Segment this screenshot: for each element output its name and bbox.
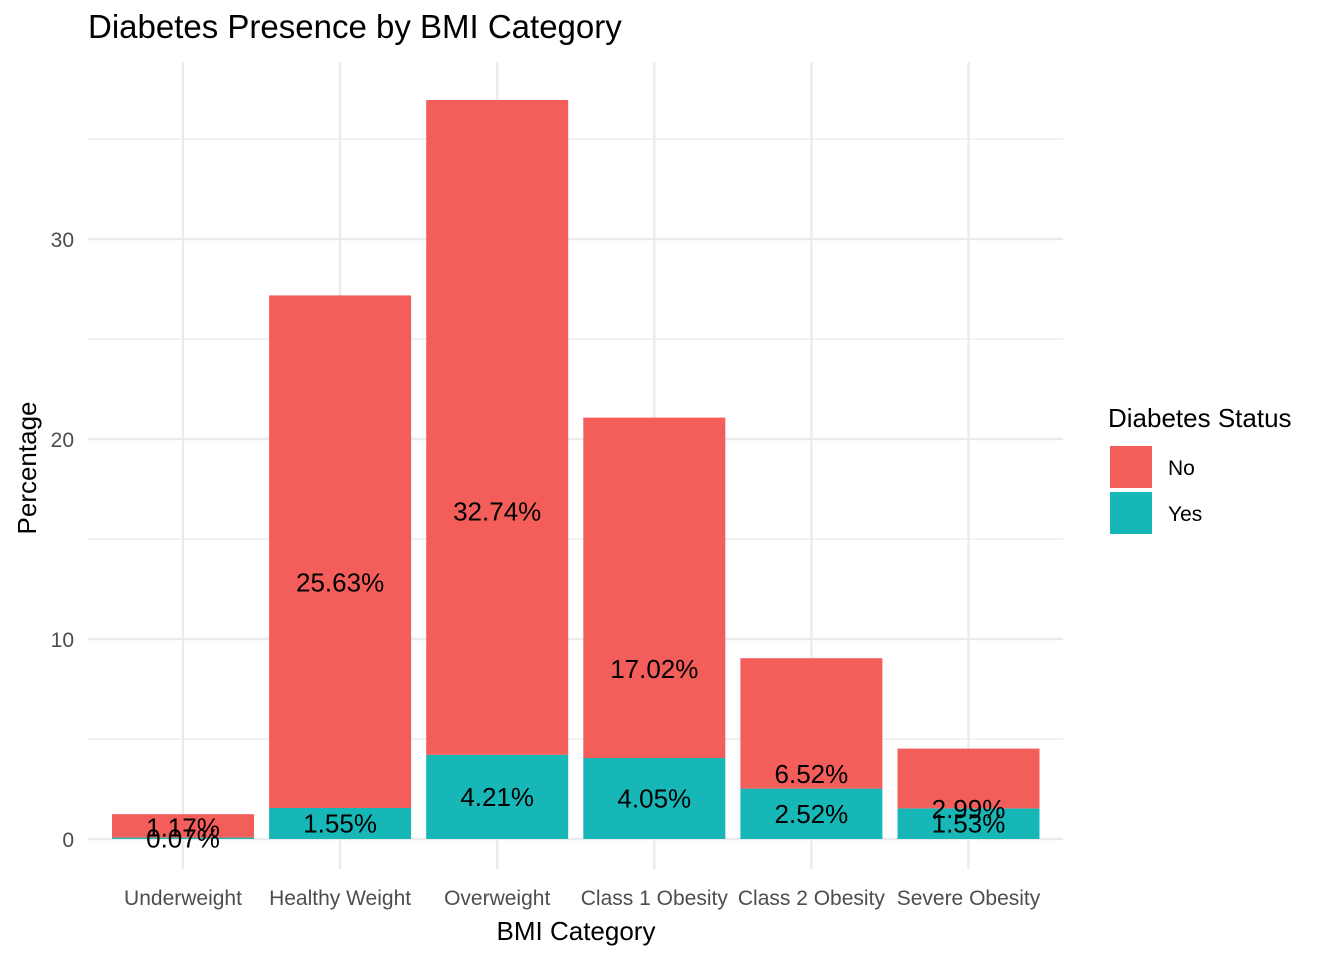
bar-no xyxy=(269,295,412,808)
bar-label-yes: 1.55% xyxy=(303,809,377,839)
bar-label-yes: 4.05% xyxy=(617,784,691,814)
bar-yes xyxy=(897,808,1040,839)
bar-label-no: 6.52% xyxy=(775,759,849,789)
chart-title: Diabetes Presence by BMI Category xyxy=(88,8,622,45)
bar-no xyxy=(583,417,726,758)
bar-no xyxy=(897,748,1040,809)
bar-label-no: 17.02% xyxy=(610,654,698,684)
legend-swatch xyxy=(1110,446,1152,488)
y-tick-label: 10 xyxy=(51,629,74,652)
bar-label-no: 25.63% xyxy=(296,568,384,598)
bar-no xyxy=(740,658,883,789)
bar-label-yes: 1.53% xyxy=(932,809,1006,839)
y-axis-title: Percentage xyxy=(12,402,42,535)
bar-label-yes: 0.07% xyxy=(146,823,220,853)
bar-label-no: 2.99% xyxy=(932,794,1006,824)
bars xyxy=(112,100,1040,839)
bar-yes xyxy=(269,808,412,839)
bar-label-yes: 4.21% xyxy=(460,782,534,812)
x-axis-ticks: Underweight Healthy Weight Overweight Class… xyxy=(124,887,1041,910)
x-tick-label: Severe Obesity xyxy=(897,887,1041,910)
bar-labels: 1.17%0.07% 25.63% 1.55% 32.74% 4.21% 17.02% 4.… xyxy=(146,497,1005,854)
bar-yes xyxy=(426,754,569,839)
bar-yes xyxy=(112,837,254,839)
legend-label: No xyxy=(1168,457,1195,480)
x-tick-label: Underweight xyxy=(124,887,242,910)
bar-label-no: 1.17% xyxy=(146,812,220,842)
bar-label-yes: 2.52% xyxy=(775,799,849,829)
x-tick-label: Overweight xyxy=(444,887,550,910)
bar-no xyxy=(426,100,569,755)
bar-yes xyxy=(740,788,883,839)
x-tick-label: Class 2 Obesity xyxy=(738,887,886,910)
y-axis-ticks: 0 10 20 30 xyxy=(51,229,74,852)
bar-no xyxy=(112,814,254,838)
x-tick-label: Healthy Weight xyxy=(269,887,411,910)
bar-label-no: 32.74% xyxy=(453,497,541,527)
x-axis-title: BMI Category xyxy=(497,916,656,946)
legend-title: Diabetes Status xyxy=(1108,403,1292,433)
x-tick-label: Class 1 Obesity xyxy=(581,887,729,910)
grid-lines xyxy=(88,62,1063,869)
y-tick-label: 30 xyxy=(51,229,74,252)
y-tick-label: 0 xyxy=(62,829,74,852)
legend-swatch xyxy=(1110,492,1152,534)
bar-yes xyxy=(583,758,726,839)
y-tick-label: 20 xyxy=(51,429,74,452)
legend-label: Yes xyxy=(1168,503,1202,526)
legend: Diabetes Status No Yes xyxy=(1108,403,1292,534)
